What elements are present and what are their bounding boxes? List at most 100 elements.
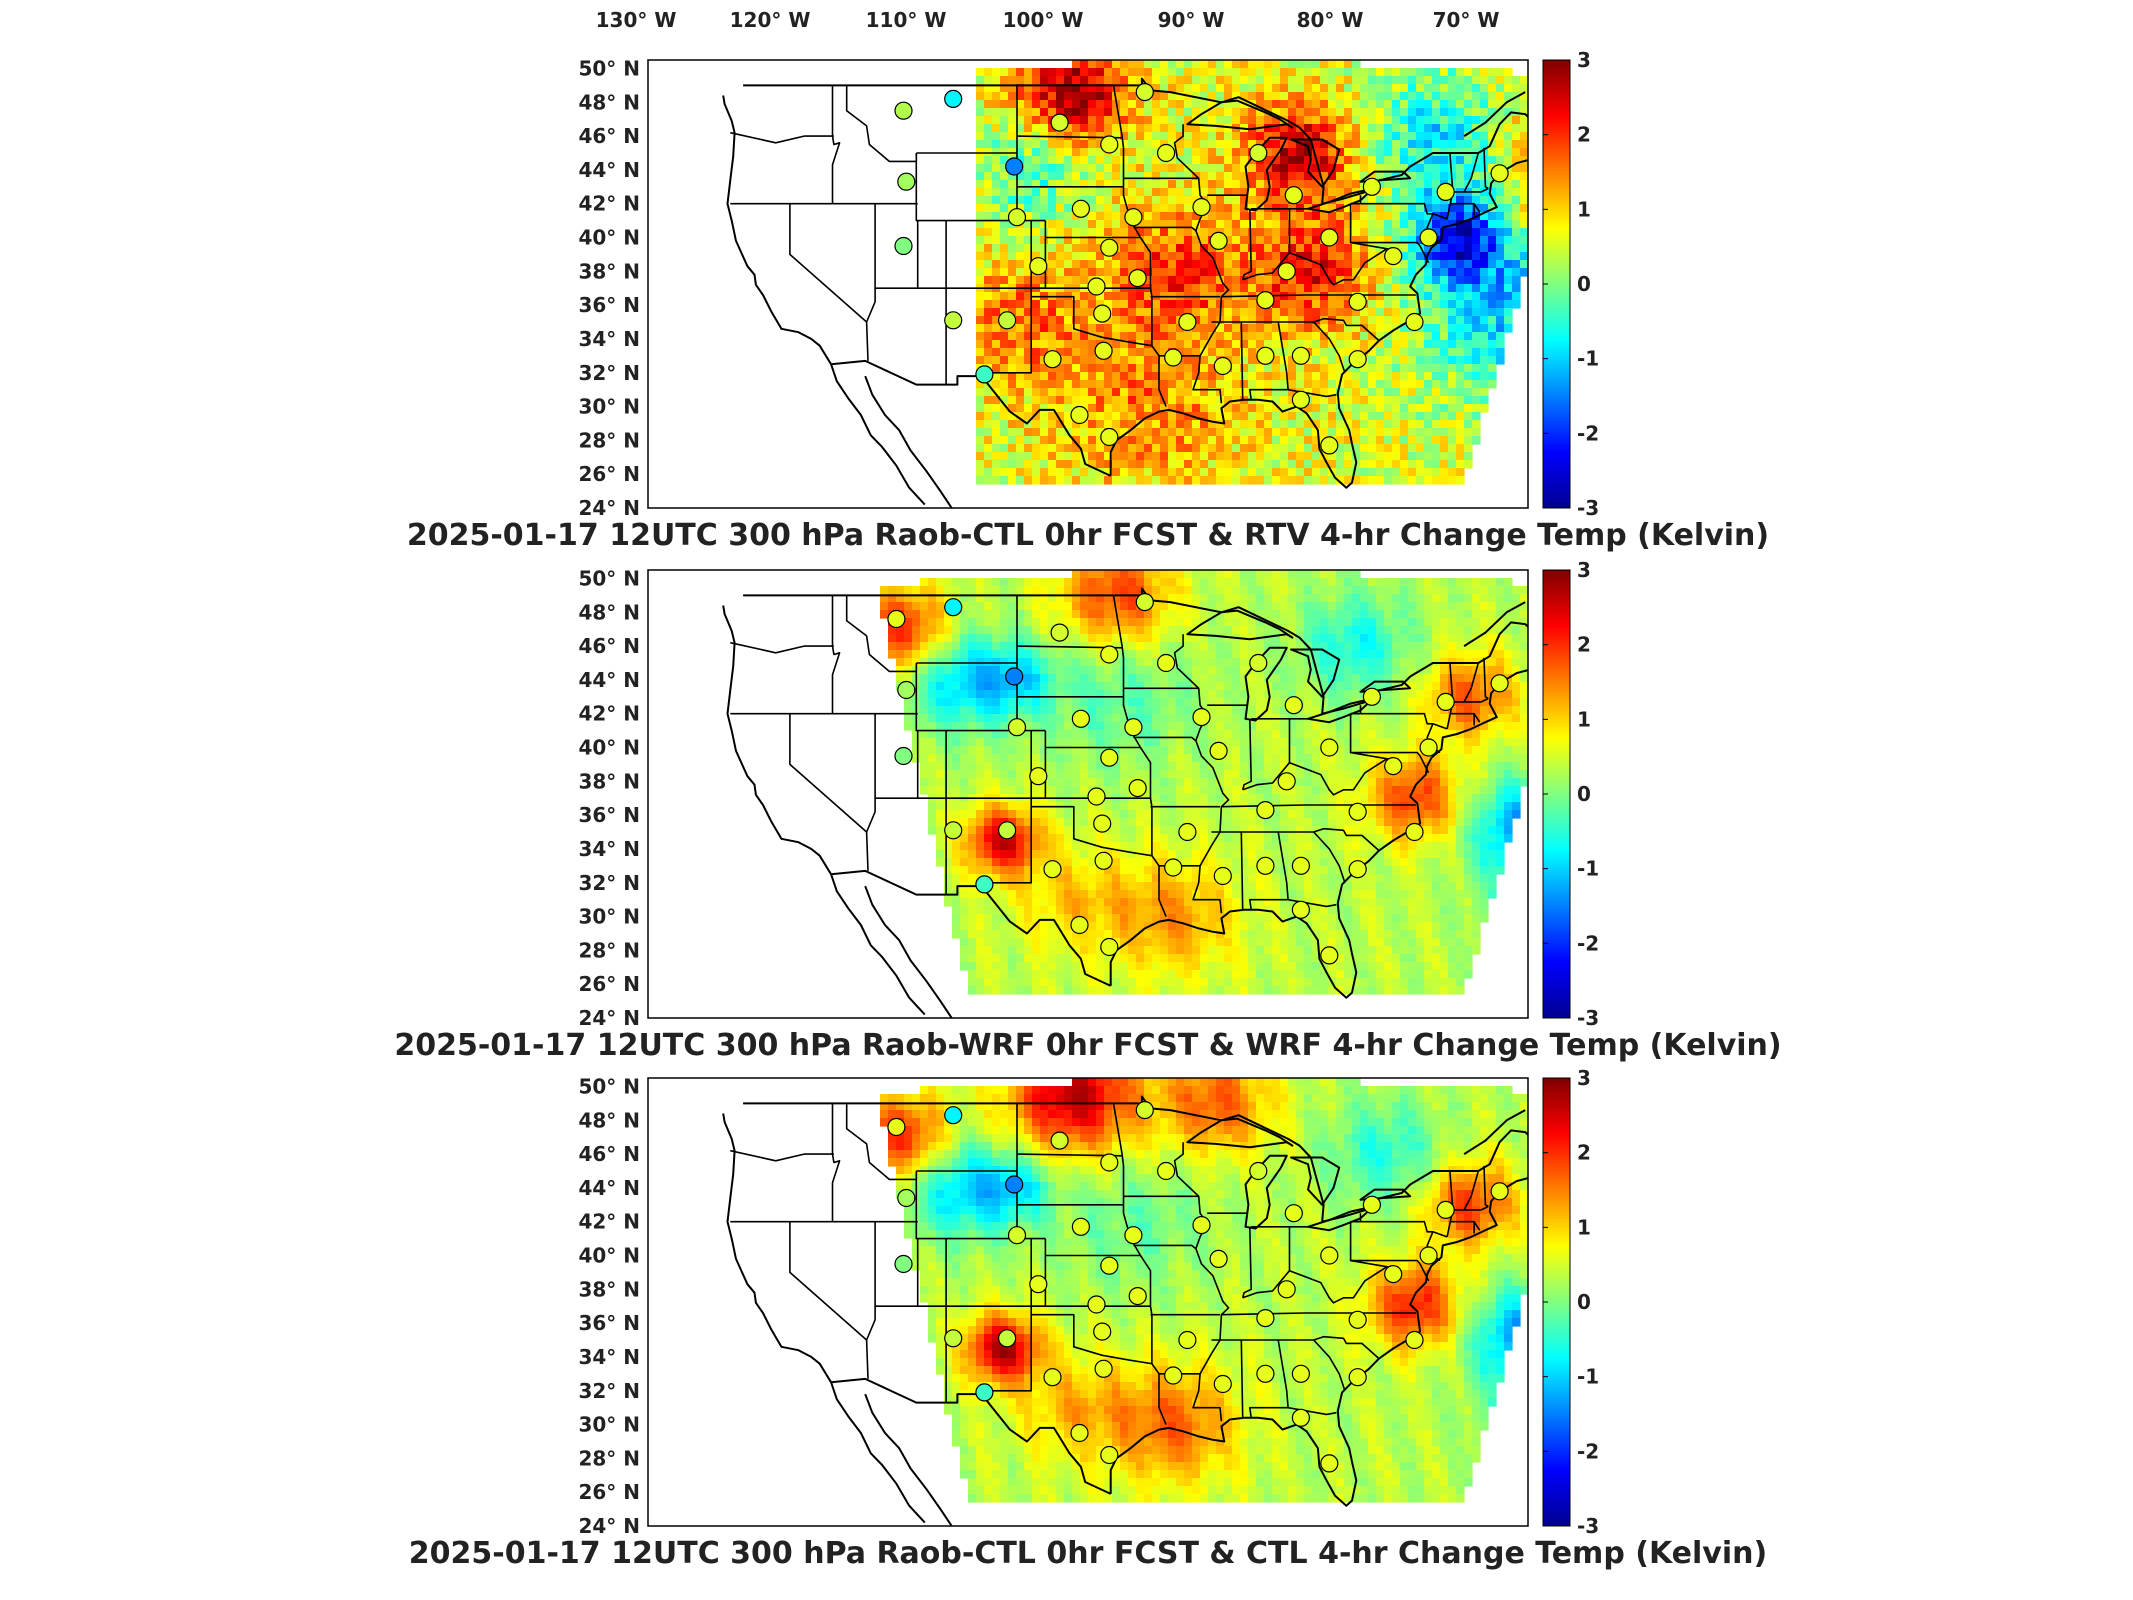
- raob-station-marker: [1320, 228, 1339, 247]
- raob-station-marker: [1093, 304, 1112, 323]
- atlantic-gulf-coastline: [1109, 1177, 1528, 1507]
- state-boundary: [1463, 662, 1480, 703]
- latitude-label: 24° N: [578, 1006, 640, 1030]
- raob-station-marker: [1043, 350, 1062, 369]
- raob-station-marker: [975, 1383, 994, 1402]
- raob-station-marker: [1436, 692, 1455, 712]
- state-boundary: [730, 641, 834, 654]
- raob-station-marker: [1291, 390, 1311, 409]
- colorbar-tick-label: 3: [1577, 1066, 1591, 1090]
- latitude-label: 32° N: [578, 361, 640, 385]
- longitude-label: 130° W: [596, 8, 677, 32]
- latitude-label: 32° N: [578, 871, 640, 895]
- raob-station-marker: [1490, 1182, 1509, 1201]
- state-boundary: [1419, 245, 1430, 264]
- state-boundary: [1241, 1226, 1252, 1299]
- colorbar-tick-label: 1: [1577, 707, 1591, 731]
- gulf-of-california-coastline: [864, 885, 953, 1018]
- raob-stations: [887, 1100, 1509, 1473]
- raob-station-marker: [1094, 851, 1113, 870]
- state-boundary: [1240, 321, 1244, 400]
- raob-station-marker: [1007, 208, 1027, 227]
- raob-station-marker: [1070, 405, 1089, 425]
- state-boundary: [1173, 1142, 1230, 1422]
- state-boundary: [980, 220, 1032, 374]
- raob-station-marker: [1209, 741, 1228, 761]
- state-boundary: [1289, 1221, 1392, 1304]
- colorbar-tick-label: 1: [1577, 197, 1591, 221]
- latitude-label: 40° N: [578, 736, 640, 760]
- panel-title: 2025-01-17 12UTC 300 hPa Raob-CTL 0hr FC…: [409, 1536, 1767, 1571]
- latitude-label: 34° N: [578, 837, 640, 861]
- raob-station-marker: [1050, 623, 1069, 642]
- state-boundary: [730, 131, 834, 144]
- raob-station-marker: [897, 172, 916, 191]
- state-boundary: [1483, 147, 1489, 190]
- state-boundary: [1240, 1339, 1244, 1418]
- state-boundary: [865, 203, 876, 361]
- raob-station-marker: [1320, 1246, 1339, 1265]
- state-boundary: [1350, 1220, 1448, 1238]
- state-boundary: [1133, 1244, 1197, 1250]
- state-boundary: [1221, 294, 1334, 298]
- raob-station-marker: [1256, 800, 1275, 820]
- colorbar-tick-label: 0: [1577, 272, 1591, 296]
- state-boundary: [1313, 831, 1346, 884]
- raob-station-marker: [1128, 1286, 1147, 1306]
- raob-station-marker: [1249, 143, 1268, 163]
- raob-station-marker: [1164, 348, 1183, 367]
- raob-station-marker: [1050, 113, 1069, 132]
- raob-station-marker: [1436, 1200, 1455, 1220]
- raob-station-marker: [1100, 238, 1119, 257]
- raob-station-marker: [1135, 592, 1154, 612]
- raob-station-marker: [1094, 341, 1113, 360]
- colorbar-tick-label: 2: [1577, 633, 1591, 657]
- state-boundary: [1452, 697, 1489, 703]
- canada-border: [743, 77, 1528, 205]
- colorbar-tick-label: -2: [1577, 931, 1599, 955]
- raob-station-marker: [1124, 718, 1143, 737]
- raob-station-marker: [1256, 1308, 1275, 1328]
- raob-station-marker: [887, 609, 906, 629]
- pacific-coastline: [722, 605, 926, 1016]
- latitude-label: 24° N: [578, 496, 640, 520]
- map-area: [648, 1078, 1528, 1526]
- raob-station-marker: [1213, 866, 1232, 886]
- state-boundary: [865, 1221, 876, 1379]
- latitude-label: 30° N: [578, 905, 640, 929]
- raob-station-marker: [894, 236, 913, 256]
- colorbar-tick-label: -2: [1577, 1439, 1599, 1463]
- raob-station-marker: [1094, 1359, 1113, 1378]
- great-lake-outline: [1186, 99, 1294, 131]
- raob-station-marker: [1320, 436, 1339, 455]
- raob-station-marker: [887, 1117, 906, 1137]
- state-boundary: [1031, 1313, 1167, 1425]
- raob-station-marker: [1256, 1364, 1275, 1383]
- state-boundary: [1240, 831, 1244, 910]
- latitude-labels: 50° N 48° N 46° N 44° N 42° N 40° N 38° N 36° N…: [578, 57, 640, 521]
- raob-station-marker: [894, 101, 913, 120]
- latitude-label: 44° N: [578, 1176, 640, 1200]
- raob-station-marker: [944, 598, 963, 617]
- latitude-label: 36° N: [578, 803, 640, 827]
- latitude-label: 50° N: [578, 1075, 640, 1099]
- raob-station-marker: [997, 1329, 1017, 1348]
- state-boundary: [1241, 208, 1252, 281]
- colorbar: 3 2 1 0 -1 -2 -3: [1542, 558, 1599, 1030]
- state-boundary: [1313, 1339, 1346, 1392]
- great-lake-outline: [1290, 138, 1341, 188]
- raob-station-marker: [1100, 748, 1119, 767]
- raob-station-marker: [1284, 186, 1303, 205]
- map-outlines: [722, 1095, 1528, 1526]
- raob-station-marker: [1043, 860, 1062, 879]
- latitude-label: 42° N: [578, 702, 640, 726]
- latitude-label: 48° N: [578, 1108, 640, 1132]
- raob-station-marker: [897, 1188, 916, 1208]
- raob-station-marker: [1124, 208, 1143, 227]
- latitude-label: 50° N: [578, 567, 640, 591]
- colorbar-tick-label: 2: [1577, 123, 1591, 147]
- latitude-label: 26° N: [578, 972, 640, 996]
- raob-stations: [894, 82, 1509, 455]
- latitude-label: 26° N: [578, 462, 640, 486]
- raob-station-marker: [1100, 937, 1119, 957]
